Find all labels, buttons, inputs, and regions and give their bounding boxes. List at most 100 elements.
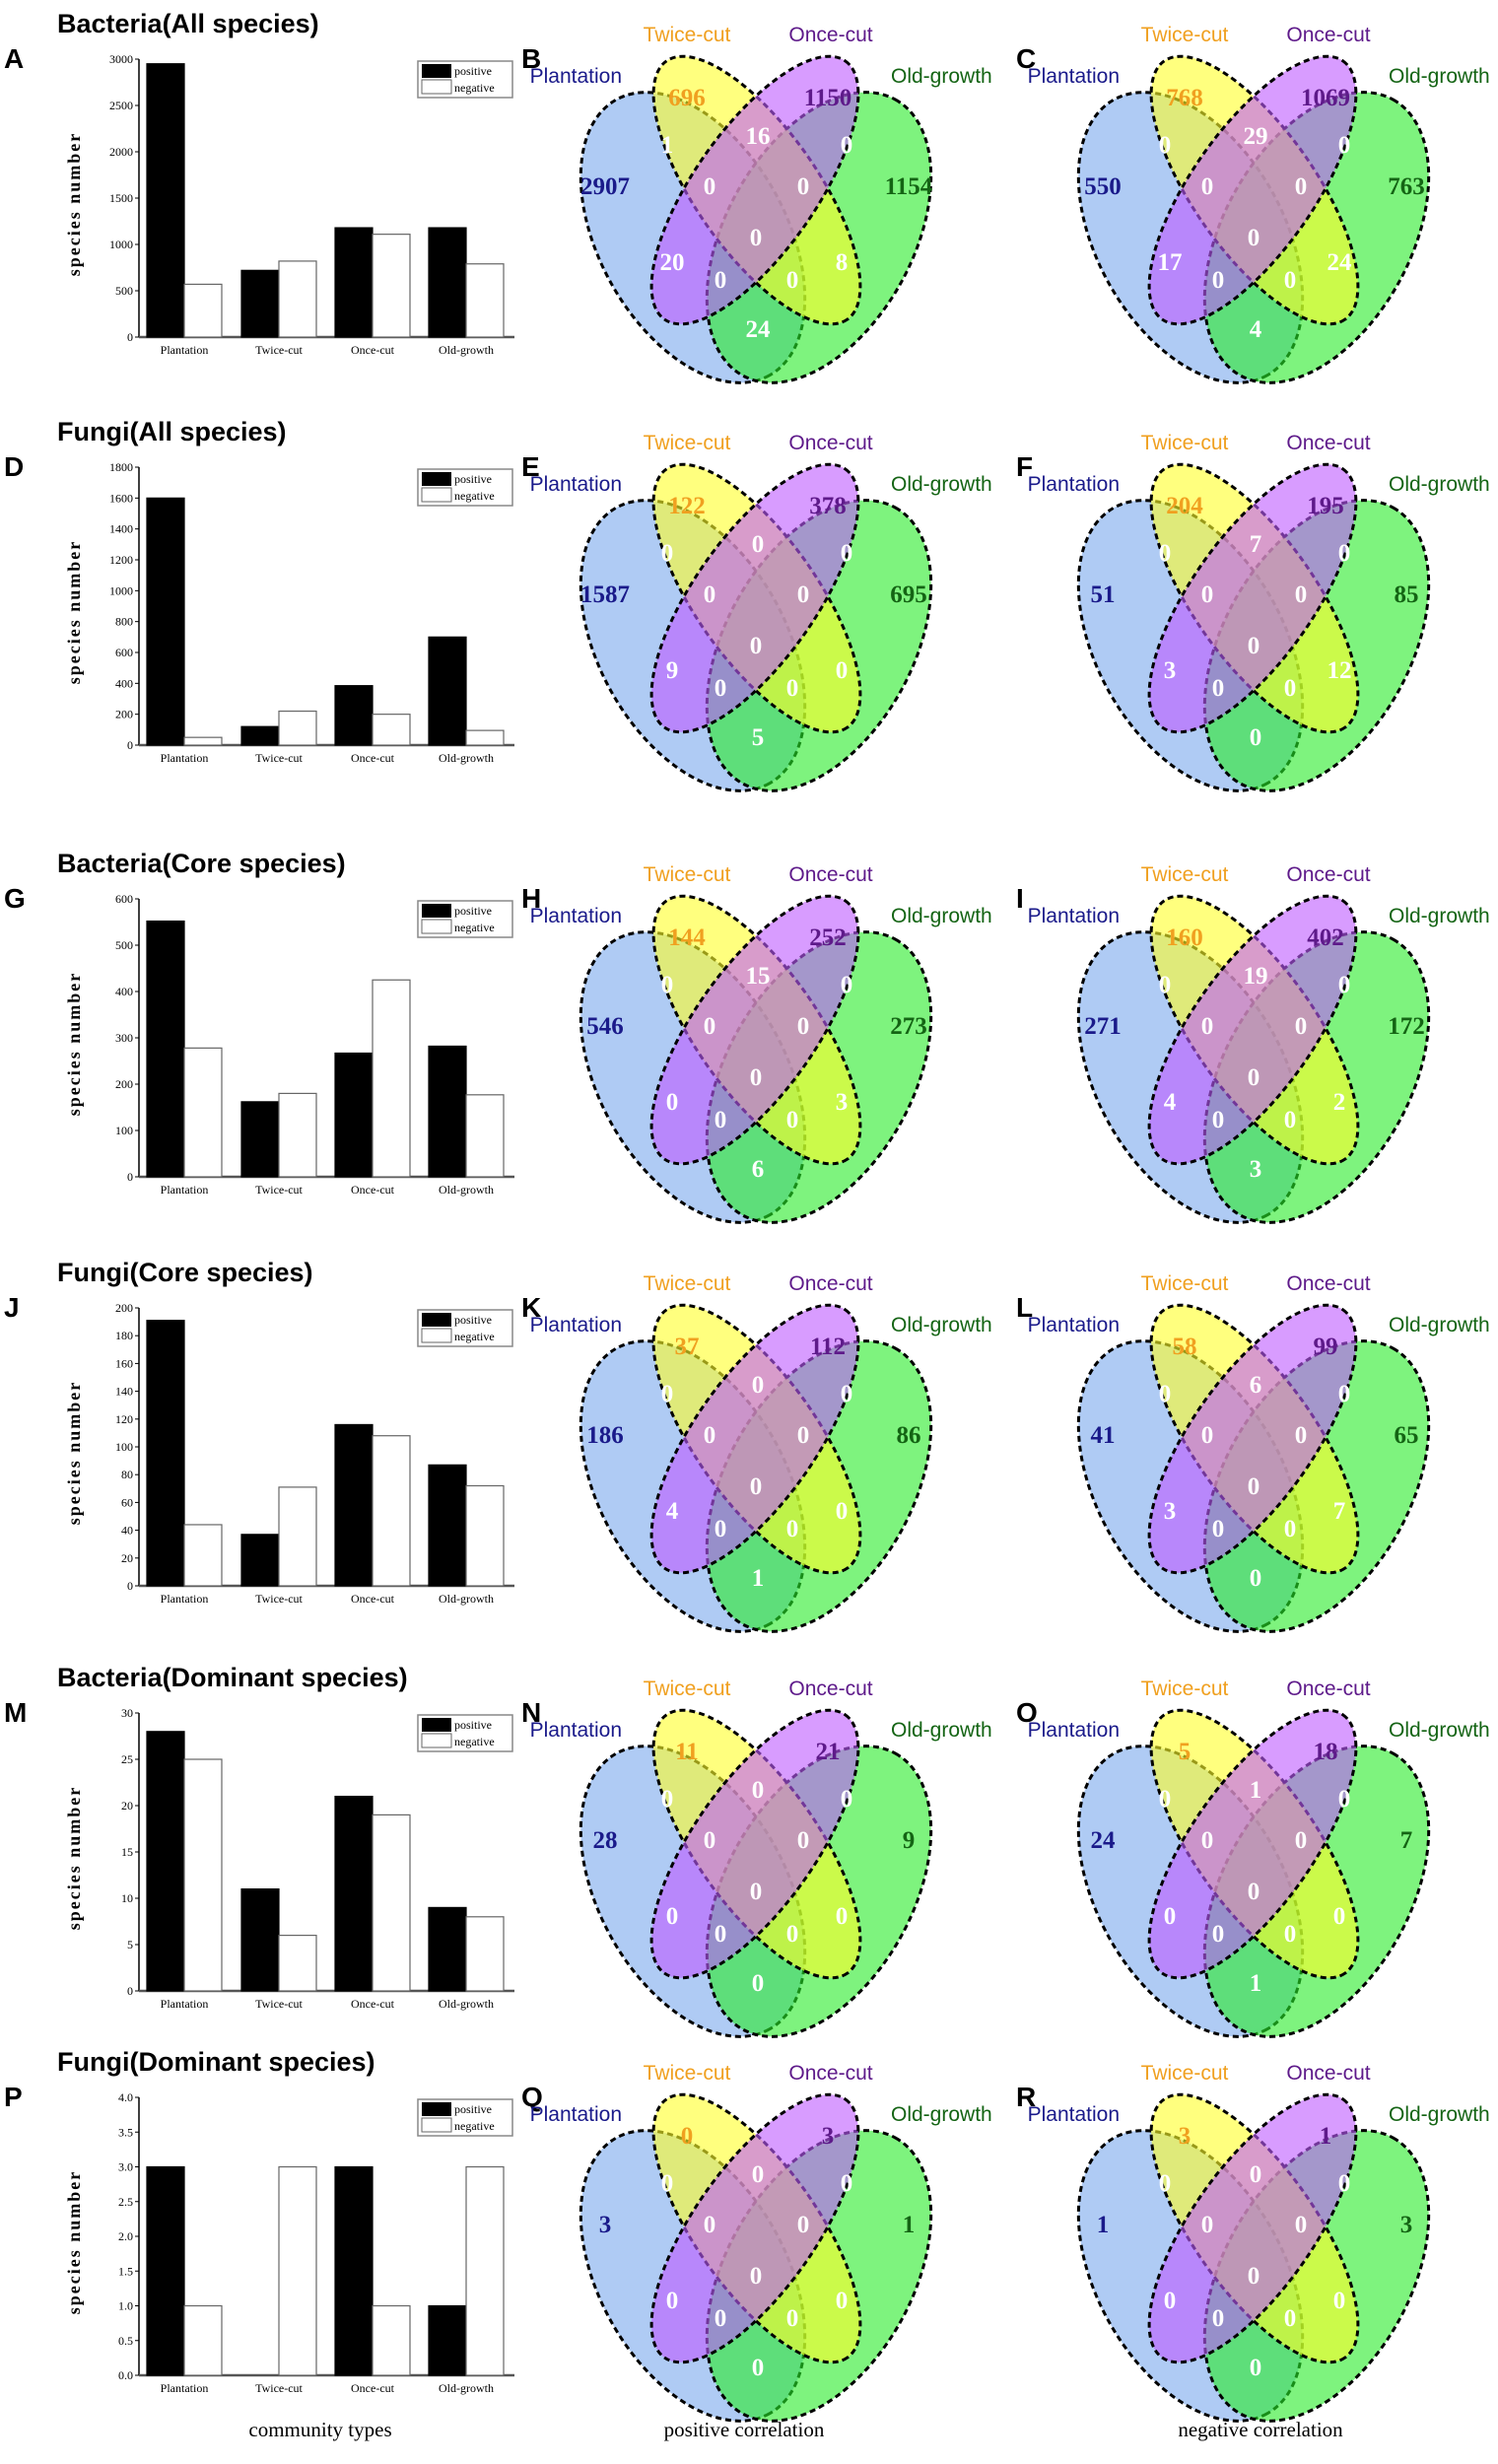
venn-count-tog: 0 — [1295, 1013, 1308, 1040]
x-tick-label: Plantation — [161, 2381, 209, 2395]
legend-label-positive: positive — [454, 904, 492, 918]
y-tick-label: 600 — [115, 892, 133, 906]
venn-count-t: 3 — [1179, 2123, 1192, 2150]
venn-count-og: 0 — [1338, 1786, 1351, 1813]
y-tick-label: 40 — [121, 1524, 133, 1538]
venn-count-tg: 8 — [836, 249, 849, 276]
venn-label-once-cut: Once-cut — [788, 1677, 872, 1700]
y-tick-label: 200 — [115, 1077, 133, 1091]
y-tick-label: 500 — [115, 938, 133, 952]
bar-negative-twice-cut — [278, 2165, 317, 2376]
venn-count-p: 550 — [1084, 173, 1122, 200]
panel-letter: M — [4, 1697, 27, 1728]
venn-count-tg: 2 — [1333, 1089, 1346, 1116]
venn-diagram: Twice-cut Once-cut Plantation Old-growth 768… — [1028, 24, 1490, 384]
venn-count-to: 0 — [752, 2161, 765, 2188]
panel-letter: A — [4, 43, 24, 74]
venn-count-tog: 0 — [1295, 1827, 1308, 1854]
venn-count-tg: 0 — [1333, 2288, 1346, 2314]
venn-label-twice-cut: Twice-cut — [1141, 863, 1229, 886]
venn-count-ptog: 0 — [1248, 1064, 1260, 1091]
venn-count-o: 18 — [1314, 1739, 1338, 1765]
venn-count-o: 1150 — [804, 85, 852, 111]
panel-letter: I — [1016, 883, 1024, 914]
venn-count-p: 3 — [599, 2212, 612, 2238]
x-tick-label: Old-growth — [439, 751, 494, 765]
y-tick-label: 1.0 — [118, 2299, 133, 2313]
bar-negative-old-growth — [465, 1484, 505, 1587]
y-tick-label: 200 — [115, 708, 133, 721]
y-tick-label: 15 — [121, 1845, 133, 1859]
panel-row: Bacteria(Dominant species)M051015202530s… — [4, 1663, 1490, 2038]
y-tick-label: 1200 — [109, 553, 133, 567]
bar-positive-plantation — [146, 1320, 185, 1587]
bar-chart: 0 500 1000 1500 2000 2500 3000 species number Pl… — [64, 52, 514, 357]
venn-set-once — [649, 54, 860, 326]
venn-count-og: 0 — [841, 540, 853, 567]
venn-count-pto: 0 — [1201, 1827, 1214, 1854]
panel-letter: J — [4, 1292, 20, 1323]
chart-title: Bacteria(Core species) — [57, 849, 346, 878]
venn-count-pto: 0 — [1201, 1013, 1214, 1040]
venn-count-ptog: 0 — [750, 2263, 763, 2290]
x-tick-label: Twice-cut — [255, 2381, 303, 2395]
venn-count-po: 17 — [1158, 249, 1183, 276]
venn-count-pg: 0 — [1250, 724, 1262, 751]
venn-count-pg: 3 — [1250, 1156, 1262, 1183]
y-tick-label: 60 — [121, 1495, 133, 1509]
x-tick-label: Once-cut — [351, 2381, 395, 2395]
panel-letter: E — [521, 451, 540, 482]
venn-count-p: 2907 — [580, 173, 630, 200]
venn-count-o: 99 — [1314, 1334, 1338, 1360]
y-tick-label: 800 — [115, 615, 133, 629]
venn-count-tog: 0 — [1295, 2212, 1308, 2238]
venn-count-g: 273 — [890, 1013, 927, 1040]
venn-count-po: 0 — [1164, 1903, 1177, 1930]
x-axis-title: community types — [248, 2418, 391, 2441]
venn-count-pt: 0 — [661, 1786, 674, 1813]
legend-label-negative: negative — [454, 489, 495, 503]
bar-positive-plantation — [146, 1731, 185, 1992]
y-tick-label: 120 — [115, 1412, 133, 1426]
venn-label-plantation: Plantation — [1028, 1719, 1120, 1742]
x-tick-label: Once-cut — [351, 751, 395, 765]
panel-letter: B — [521, 43, 541, 74]
legend: positive negative — [417, 60, 513, 99]
y-tick-label: 0 — [127, 738, 133, 752]
bar-positive-old-growth — [428, 636, 467, 746]
legend-swatch-negative — [421, 1733, 452, 1748]
venn-count-g: 763 — [1388, 173, 1425, 200]
legend-label-positive: positive — [454, 64, 492, 78]
venn-label-once-cut: Once-cut — [1286, 1272, 1370, 1295]
venn-count-pt: 0 — [661, 1381, 674, 1407]
venn-diagram: Twice-cut Once-cut Plantation Old-growth 122… — [530, 432, 992, 792]
y-axis-label: species number — [64, 1381, 84, 1526]
legend-swatch-negative — [421, 919, 452, 934]
bar-positive-old-growth — [428, 1464, 467, 1587]
y-tick-label: 160 — [115, 1356, 133, 1370]
venn-count-p: 186 — [586, 1422, 624, 1449]
venn-count-to: 7 — [1250, 531, 1262, 558]
venn-count-t: 58 — [1173, 1334, 1197, 1360]
venn-label-plantation: Plantation — [530, 1719, 622, 1742]
venn-label-once-cut: Once-cut — [788, 432, 872, 454]
legend-label-negative: negative — [454, 1330, 495, 1343]
venn-count-po: 4 — [1164, 1089, 1177, 1116]
y-tick-label: 0.0 — [118, 2368, 133, 2382]
venn-label-old-growth: Old-growth — [891, 473, 992, 496]
y-tick-label: 0.5 — [118, 2334, 133, 2348]
venn-count-t: 5 — [1179, 1739, 1192, 1765]
y-tick-label: 300 — [115, 1031, 133, 1045]
venn-count-pto: 0 — [704, 2212, 716, 2238]
venn-count-t: 37 — [675, 1334, 700, 1360]
venn-count-pt: 0 — [661, 540, 674, 567]
venn-count-ptg: 0 — [786, 675, 799, 702]
venn-count-pg: 0 — [752, 1970, 765, 1997]
venn-count-ptg: 0 — [786, 2305, 799, 2332]
venn-set-once — [1147, 2092, 1358, 2364]
y-tick-label: 0 — [127, 1579, 133, 1593]
y-tick-label: 0 — [127, 1170, 133, 1184]
panel-letter: P — [4, 2082, 23, 2112]
